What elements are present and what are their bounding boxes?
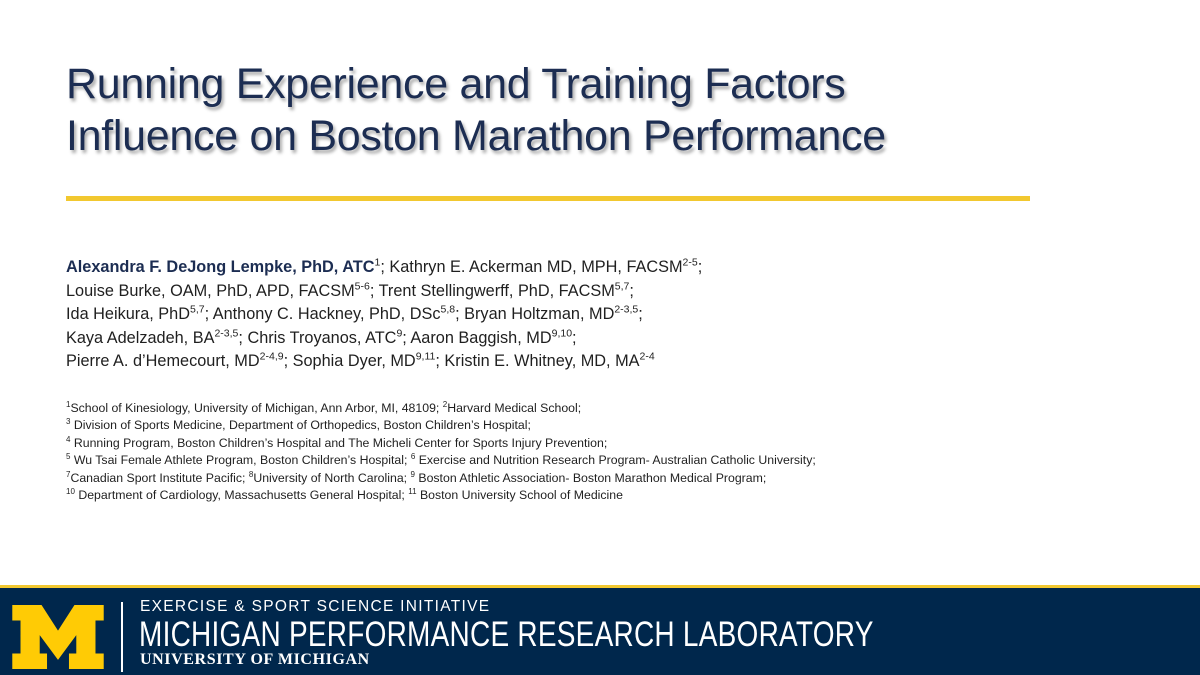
- author-line-1: Alexandra F. DeJong Lempke, PhD, ATC1; K…: [66, 256, 1166, 280]
- affiliation-line-1: 1School of Kinesiology, University of Mi…: [66, 400, 1166, 417]
- affiliation-text: Boston University School of Medicine: [416, 488, 623, 503]
- affiliation-line-6: 10 Department of Cardiology, Massachuset…: [66, 487, 1166, 504]
- affiliation-line-3: 4 Running Program, Boston Children’s Hos…: [66, 435, 1166, 452]
- author-sup: 9: [396, 327, 403, 340]
- affiliation-sup: 10: [66, 486, 75, 496]
- footer-divider: [121, 602, 123, 672]
- affiliation-text: School of Kinesiology, University of Mic…: [70, 401, 443, 415]
- affiliation-sup: 8: [248, 469, 254, 479]
- author-text: ;: [697, 258, 703, 276]
- affiliation-sup: 3: [66, 417, 71, 427]
- affiliation-list: 1School of Kinesiology, University of Mi…: [66, 400, 1166, 504]
- author-list: Alexandra F. DeJong Lempke, PhD, ATC1; K…: [66, 256, 1166, 374]
- author-text: ; Chris Troyanos, ATC: [238, 328, 397, 347]
- affiliation-text: Exercise and Nutrition Research Program-…: [415, 453, 816, 468]
- block-m-logo: M: [12, 605, 104, 669]
- author-text: Pierre A. d’Hemecourt, MD: [66, 352, 260, 371]
- affiliation-text: Wu Tsai Female Athlete Program, Boston C…: [70, 453, 411, 468]
- affiliation-sup: 6: [410, 452, 416, 462]
- author-text: ;: [572, 328, 577, 347]
- affiliation-line-4: 5 Wu Tsai Female Athlete Program, Boston…: [66, 452, 1166, 469]
- author-text: ;: [629, 281, 634, 300]
- author-sup: 2-5: [682, 256, 698, 269]
- affiliation-line-5: 7Canadian Sport Institute Pacific; 8Univ…: [66, 470, 1166, 487]
- author-line-4: Kaya Adelzadeh, BA2-3,5; Chris Troyanos,…: [66, 327, 1166, 351]
- author-sup: 2-4,9: [259, 350, 284, 363]
- author-text: ; Bryan Holtzman, MD: [455, 305, 615, 324]
- poster-title: Running Experience and Training Factors …: [66, 58, 1166, 162]
- title-line-2: Influence on Boston Marathon Performance: [66, 112, 886, 160]
- author-sup: 5,7: [189, 303, 205, 316]
- affiliation-line-2: 3 Division of Sports Medicine, Departmen…: [66, 417, 1166, 434]
- footer-maize-line: [0, 585, 1200, 588]
- author-text: ; Anthony C. Hackney, PhD, DSc: [204, 305, 441, 324]
- initiative-name: EXERCISE & SPORT SCIENCE INITIATIVE: [140, 598, 491, 615]
- author-sup: 2-3,5: [214, 327, 239, 340]
- affiliation-text: Running Program, Boston Children’s Hospi…: [70, 435, 608, 450]
- affiliation-sup: 2: [442, 399, 448, 409]
- affiliation-sup: 11: [408, 486, 417, 496]
- author-text: ; Aaron Baggish, MD: [402, 328, 552, 347]
- author-line-3: Ida Heikura, PhD5,7; Anthony C. Hackney,…: [66, 303, 1166, 327]
- author-text: ;: [638, 305, 643, 324]
- author-line-5: Pierre A. d’Hemecourt, MD2-4,9; Sophia D…: [66, 350, 1166, 374]
- author-sup: 2-4: [639, 350, 655, 363]
- author-text: ; Trent Stellingwerff, PhD, FACSM: [369, 281, 615, 300]
- author-text: ; Sophia Dyer, MD: [283, 352, 416, 371]
- author-text: Louise Burke, OAM, PhD, APD, FACSM: [66, 281, 355, 300]
- author-sup: 2-3,5: [614, 303, 639, 316]
- affiliation-sup: 4: [66, 434, 71, 444]
- title-divider: [66, 196, 1030, 201]
- affiliation-sup: 7: [66, 469, 71, 479]
- title-line-1: Running Experience and Training Factors: [66, 60, 846, 108]
- lead-author-sup: 1: [374, 256, 381, 269]
- affiliation-sup: 1: [66, 399, 71, 409]
- affiliation-text: University of North Carolina;: [253, 470, 411, 485]
- affiliation-text: Harvard Medical School;: [447, 401, 582, 415]
- lab-name: MICHIGAN PERFORMANCE RESEARCH LABORATORY: [139, 615, 874, 654]
- author-text: ; Kathryn E. Ackerman MD, MPH, FACSM: [380, 258, 683, 276]
- affiliation-text: Canadian Sport Institute Pacific;: [70, 470, 249, 485]
- affiliation-sup: 5: [66, 452, 71, 462]
- author-text: ; Kristin E. Whitney, MD, MA: [435, 352, 640, 371]
- author-sup: 5,8: [440, 303, 456, 316]
- affiliation-text: Division of Sports Medicine, Department …: [70, 418, 531, 433]
- affiliation-text: Department of Cardiology, Massachusetts …: [74, 488, 409, 503]
- university-name: UNIVERSITY OF MICHIGAN: [140, 651, 370, 668]
- lead-author: Alexandra F. DeJong Lempke, PhD, ATC: [66, 258, 375, 276]
- author-line-2: Louise Burke, OAM, PhD, APD, FACSM5-6; T…: [66, 280, 1166, 304]
- author-text: Kaya Adelzadeh, BA: [66, 328, 215, 347]
- author-text: Ida Heikura, PhD: [66, 305, 190, 324]
- author-sup: 5,7: [614, 280, 630, 293]
- author-sup: 9,10: [551, 327, 573, 340]
- footer-banner: M EXERCISE & SPORT SCIENCE INITIATIVE MI…: [0, 585, 1200, 675]
- author-sup: 5-6: [354, 280, 370, 293]
- affiliation-sup: 9: [410, 469, 415, 479]
- author-sup: 9,11: [415, 350, 436, 363]
- affiliation-text: Boston Athletic Association- Boston Mara…: [414, 470, 767, 485]
